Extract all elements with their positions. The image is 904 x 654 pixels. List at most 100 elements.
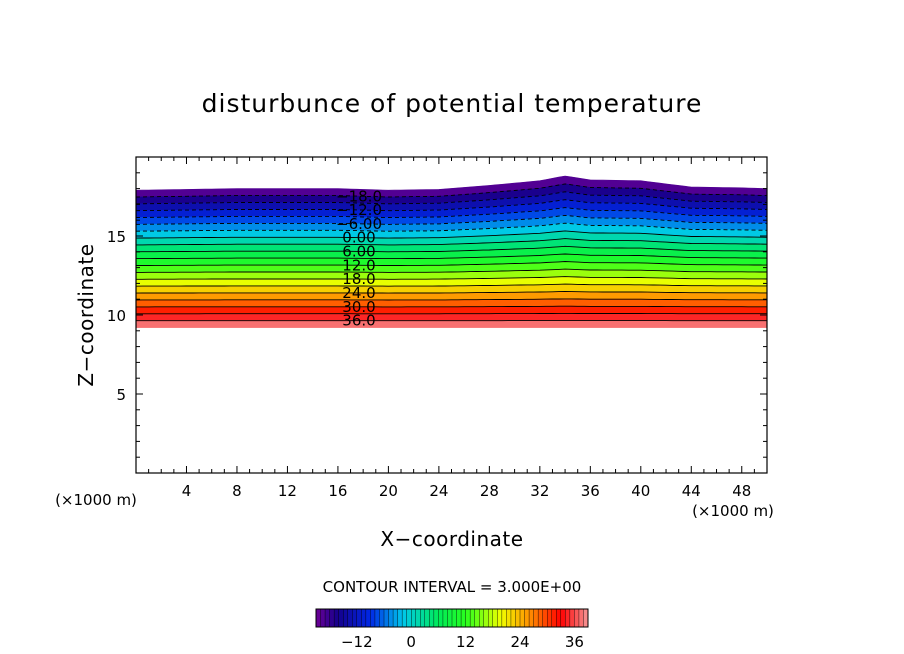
colorbar-cell [474, 608, 480, 628]
colorbar-cell [574, 608, 580, 628]
contour-labels: −18.0−12.0−6.000.006.0012.018.024.030.03… [336, 187, 382, 329]
x-axis-label: X−coordinate [380, 527, 523, 551]
contour-line [135, 199, 768, 212]
colorbar-cell [343, 608, 349, 628]
contour-label: −18.0 [336, 187, 382, 205]
contour-label: 30.0 [342, 298, 375, 316]
colorbar-tick-label: −12 [341, 633, 373, 651]
colorbar-cell [379, 608, 385, 628]
colorbar-cell [556, 608, 562, 628]
colorbar-cell [519, 608, 526, 628]
colorbar-cell [565, 608, 571, 628]
y-tick-label: 5 [116, 386, 126, 404]
contour-line [135, 222, 768, 232]
colorbar-cell [510, 608, 516, 628]
colorbar-cell [424, 608, 430, 628]
y-tick-label: 15 [107, 228, 126, 246]
contour-line [135, 298, 767, 301]
colorbar-cell [501, 608, 507, 628]
colorbar-cell [388, 608, 394, 628]
colorbar-cell [374, 608, 380, 628]
colorbar-cell [333, 608, 340, 628]
colorbar-cell [542, 608, 548, 628]
colorbar-cell [356, 608, 362, 628]
contour-label: 0.00 [342, 229, 375, 247]
colorbar-cell [465, 608, 471, 628]
x-tick-label: 36 [581, 482, 600, 500]
colorbar-cell [420, 608, 426, 628]
colorbar-cell [433, 608, 439, 628]
colorbar-cell [524, 608, 530, 628]
contour-band [135, 313, 768, 321]
contour-label: 24.0 [342, 284, 375, 302]
y-unit-label: (×1000 m) [55, 491, 137, 509]
contour-fills [135, 175, 768, 328]
contour-line [135, 183, 768, 198]
contour-line [136, 276, 768, 280]
colorbar-cell [547, 608, 553, 628]
colorbar-cell [365, 608, 371, 628]
colorbar-cell [352, 608, 358, 628]
contour-interval-text: CONTOUR INTERVAL = 3.000E+00 [323, 578, 582, 596]
y-axis-label: Z−coordinate [74, 243, 98, 386]
x-unit-label: (×1000 m) [692, 502, 774, 520]
colorbar-cell [551, 608, 557, 628]
contour-label: 12.0 [342, 256, 375, 274]
x-tick-label: 8 [232, 482, 242, 500]
colorbar-cell [515, 608, 521, 628]
contour-line [136, 238, 768, 246]
colorbar-cell [397, 608, 403, 628]
colorbar-cell [488, 608, 494, 628]
colorbar-cell [451, 608, 458, 628]
colorbar-cell [460, 608, 467, 628]
colorbar-tick-label: 24 [510, 633, 529, 651]
colorbar: −12 0 12 24 36 [315, 608, 589, 651]
colorbar-cell [456, 608, 462, 628]
x-tick-label: 40 [631, 482, 650, 500]
colorbar-frame [315, 608, 589, 628]
colorbar-cell [383, 608, 390, 628]
contour-line [135, 214, 768, 225]
colorbar-cell [506, 608, 512, 628]
contour-label: 36.0 [342, 312, 375, 330]
contour-label: 18.0 [342, 270, 375, 288]
x-tick-label: 24 [429, 482, 448, 500]
y-tick-label: 10 [107, 307, 126, 325]
x-tick-label: 20 [379, 482, 398, 500]
contour-band [135, 305, 768, 315]
colorbar-tick-label: 12 [456, 633, 475, 651]
contour-line [136, 268, 767, 273]
contour-line [136, 253, 767, 260]
colorbar-cell [447, 608, 453, 628]
colorbar-cell [469, 608, 476, 628]
colorbar-cell [392, 608, 399, 628]
colorbar-cell [415, 608, 421, 628]
x-tick-label: 32 [530, 482, 549, 500]
contour-lines [135, 183, 768, 322]
colorbar-cell [528, 608, 535, 628]
colorbar-tick-label: 36 [565, 633, 584, 651]
x-tick-label: 4 [182, 482, 192, 500]
colorbar-cell [438, 608, 444, 628]
contour-label: −12.0 [336, 201, 382, 219]
colorbar-cell [361, 608, 367, 628]
colorbar-cell [483, 608, 489, 628]
colorbar-cell [533, 608, 539, 628]
colorbar-cell [338, 608, 344, 628]
x-tick-label: 12 [278, 482, 297, 500]
colorbar-cell [411, 608, 417, 628]
contour-line [135, 245, 768, 253]
colorbar-cell [492, 608, 498, 628]
x-tick-label: 28 [480, 482, 499, 500]
colorbar-cell [320, 608, 326, 628]
colorbar-cell [497, 608, 503, 628]
contour-label: 6.00 [342, 242, 375, 260]
colorbar-cell [324, 608, 331, 628]
colorbar-cell [370, 608, 376, 628]
x-tick-label: 44 [682, 482, 701, 500]
contour-band [135, 320, 768, 328]
contour-line [136, 261, 768, 266]
colorbar-cell [479, 608, 485, 628]
